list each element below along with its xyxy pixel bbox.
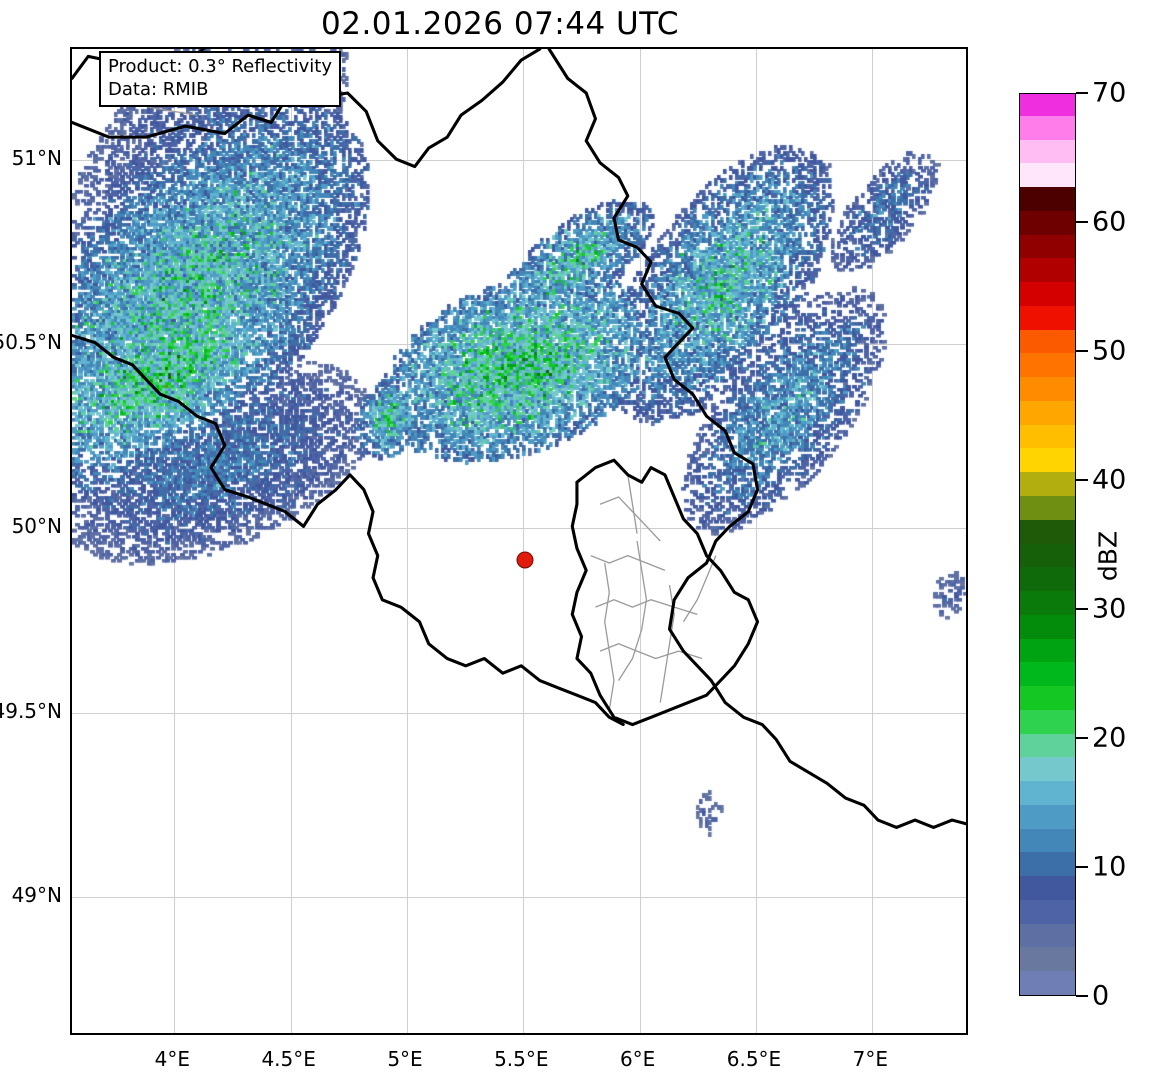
- colorbar-band-25: [1020, 376, 1075, 401]
- colorbar-label-5: 50: [1092, 335, 1127, 367]
- xtick-label-2: 5°E: [387, 1047, 423, 1071]
- colorbar-band-15: [1020, 614, 1075, 639]
- radar-reflectivity-layer: [72, 49, 966, 1033]
- ytick-label-4: 51°N: [11, 145, 62, 170]
- colorbar-band-14: [1020, 637, 1075, 663]
- colorbar-band-1: [1020, 946, 1075, 972]
- colorbar-band-3: [1020, 899, 1075, 924]
- page-title: 02.01.2026 07:44 UTC: [321, 6, 679, 42]
- colorbar-band-0: [1020, 970, 1075, 995]
- colorbar-band-30: [1020, 257, 1075, 283]
- xtick-label-4: 6°E: [619, 1047, 656, 1071]
- colorbar-band-31: [1020, 233, 1075, 259]
- colorbar-band-24: [1020, 400, 1075, 425]
- colorbar-band-21: [1020, 471, 1075, 496]
- colorbar-band-26: [1020, 352, 1075, 378]
- colorbar-tick-0: [1076, 995, 1088, 997]
- colorbar-label-4: 40: [1092, 464, 1127, 496]
- colorbar-tick-5: [1076, 350, 1088, 352]
- reflectivity-colorbar[interactable]: [1019, 93, 1076, 996]
- colorbar-band-19: [1020, 519, 1075, 544]
- colorbar-band-7: [1020, 804, 1075, 829]
- colorbar-band-9: [1020, 756, 1075, 782]
- colorbar-band-22: [1020, 447, 1075, 473]
- colorbar-tick-1: [1076, 866, 1088, 868]
- colorbar-band-13: [1020, 661, 1075, 687]
- colorbar-band-4: [1020, 875, 1075, 900]
- colorbar-band-36: [1020, 115, 1075, 140]
- colorbar-band-37: [1020, 94, 1075, 116]
- colorbar-band-27: [1020, 329, 1075, 354]
- colorbar-band-10: [1020, 733, 1075, 758]
- ytick-label-1: 49.5°N: [0, 698, 62, 723]
- radar-site-marker[interactable]: [516, 551, 534, 569]
- xtick-label-1: 4.5°E: [261, 1047, 316, 1071]
- colorbar-label-3: 30: [1092, 593, 1127, 625]
- colorbar-band-18: [1020, 542, 1075, 568]
- colorbar-band-2: [1020, 923, 1075, 948]
- colorbar-band-5: [1020, 851, 1075, 877]
- colorbar-tick-6: [1076, 221, 1088, 223]
- colorbar-label-6: 60: [1092, 206, 1127, 238]
- ytick-label-3: 50.5°N: [0, 329, 62, 354]
- colorbar-band-17: [1020, 566, 1075, 592]
- ytick-label-2: 50°N: [11, 514, 62, 539]
- colorbar-band-12: [1020, 685, 1075, 710]
- colorbar-band-33: [1020, 186, 1075, 211]
- colorbar-label-2: 20: [1092, 722, 1127, 754]
- colorbar-band-11: [1020, 709, 1075, 734]
- product-info-box: Product: 0.3° Reflectivity Data: RMIB: [99, 51, 341, 107]
- colorbar-tick-2: [1076, 737, 1088, 739]
- info-product-line: Product: 0.3° Reflectivity: [108, 56, 332, 77]
- colorbar-label-0: 0: [1092, 980, 1110, 1012]
- ytick-label-0: 49°N: [11, 882, 62, 907]
- colorbar-band-32: [1020, 210, 1075, 235]
- colorbar-band-23: [1020, 424, 1075, 449]
- colorbar-tick-4: [1076, 479, 1088, 481]
- info-data-line: Data: RMIB: [108, 78, 209, 100]
- xtick-label-0: 4°E: [154, 1047, 191, 1071]
- xtick-label-5: 6.5°E: [726, 1047, 782, 1071]
- colorbar-band-35: [1020, 138, 1075, 164]
- colorbar-band-28: [1020, 305, 1075, 330]
- colorbar-band-8: [1020, 780, 1075, 805]
- colorbar-axis-label: dBZ: [1093, 530, 1123, 582]
- radar-map-plot[interactable]: [70, 47, 968, 1035]
- xtick-label-3: 5.5°E: [494, 1047, 549, 1071]
- colorbar-band-29: [1020, 281, 1075, 306]
- map-clip-region: [72, 49, 966, 1033]
- xtick-label-6: 7°E: [852, 1047, 888, 1071]
- colorbar-band-20: [1020, 495, 1075, 520]
- colorbar-tick-7: [1076, 92, 1088, 94]
- colorbar-band-6: [1020, 828, 1075, 853]
- colorbar-tick-3: [1076, 608, 1088, 610]
- colorbar-label-1: 10: [1092, 851, 1127, 883]
- colorbar-label-7: 70: [1092, 77, 1127, 109]
- colorbar-band-16: [1020, 590, 1075, 615]
- colorbar-band-34: [1020, 162, 1075, 188]
